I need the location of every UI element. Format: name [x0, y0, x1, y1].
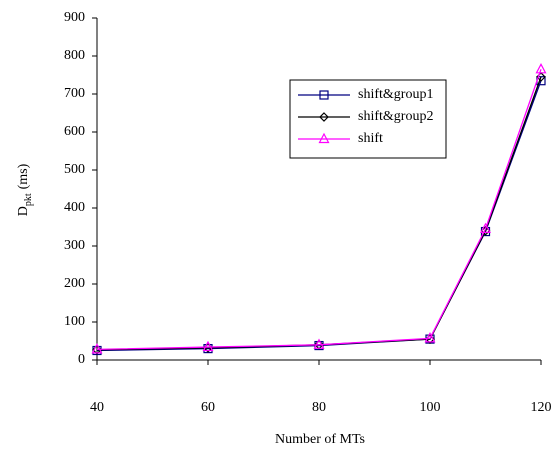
x-tick-label: 120	[531, 400, 552, 415]
marker	[535, 63, 547, 74]
legend-marker	[318, 132, 330, 144]
series-line	[96, 69, 542, 351]
marker	[202, 340, 214, 352]
legend-marker	[319, 90, 329, 100]
x-tick-label: 40	[90, 400, 104, 415]
y-tick-label: 600	[64, 124, 85, 139]
marker	[91, 343, 103, 354]
legend-box	[289, 79, 447, 159]
y-tick-label: 200	[64, 276, 85, 291]
legend-label: shift	[358, 131, 383, 146]
y-label-unit: (ms)	[16, 163, 31, 189]
y-tick-label: 400	[64, 200, 85, 215]
x-axis-label: Number of MTs	[275, 432, 365, 447]
legend-marker	[319, 112, 329, 122]
y-tick-label: 100	[64, 314, 85, 329]
legend-label: shift&group1	[358, 87, 433, 102]
x-tick-label: 100	[420, 400, 441, 415]
y-label-sub: pkt	[23, 193, 34, 206]
y-tick-label: 900	[64, 10, 85, 25]
marker	[424, 332, 436, 343]
x-tick-label: 60	[201, 400, 215, 415]
y-tick-label: 0	[78, 352, 85, 367]
x-tick-label: 80	[312, 400, 326, 415]
legend-label: shift&group2	[358, 109, 433, 124]
y-tick-label: 300	[64, 238, 85, 253]
marker	[480, 222, 491, 233]
y-tick-label: 800	[64, 48, 85, 63]
y-label-main: D	[16, 206, 31, 216]
marker	[313, 338, 325, 349]
y-axis-label: Dpkt (ms)	[16, 163, 34, 216]
y-tick-label: 700	[64, 86, 85, 101]
y-tick-label: 500	[64, 162, 85, 177]
